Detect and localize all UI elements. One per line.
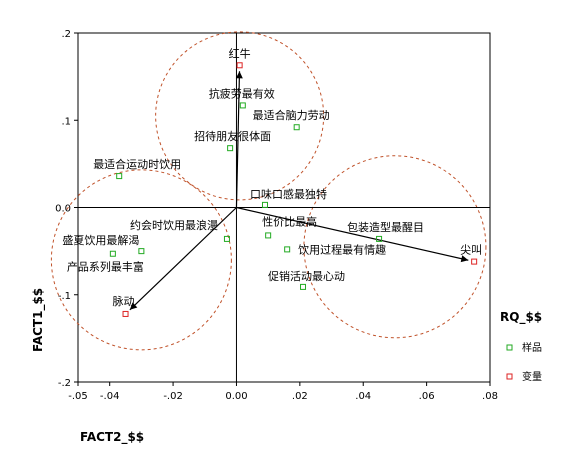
variable-point: [236, 62, 243, 69]
vector-arrowhead: [460, 255, 469, 263]
point-label: 脉动: [113, 294, 135, 308]
point-label: 红牛: [229, 46, 251, 60]
y-axis-label: FACT1_$$: [31, 288, 46, 352]
point-label: 产品系列最丰富: [67, 260, 144, 274]
y-tick-label: -.1: [58, 291, 71, 302]
sample-point: [239, 102, 246, 109]
point-labels: 抗疲劳最有效最适合脑力劳动招待朋友很体面最适合运动时饮用口味口感最独特约会时饮用…: [62, 46, 482, 308]
point-label: 约会时饮用最浪漫: [130, 218, 218, 232]
cluster-circles: [50, 31, 487, 351]
x-tick-label: -.02: [163, 391, 183, 402]
sample-point: [116, 173, 123, 180]
data-points: [109, 62, 478, 317]
legend-title: RQ_$$: [500, 310, 542, 325]
cluster-circle: [50, 169, 232, 351]
point-label: 盛夏饮用最解渴: [62, 233, 139, 247]
x-tick-label: .08: [482, 391, 498, 402]
point-label: 口味口感最独特: [250, 187, 327, 201]
reference-lines: [78, 33, 490, 382]
x-tick-label: -.04: [100, 391, 120, 402]
sample-point: [109, 250, 116, 257]
vector-line: [129, 207, 237, 311]
x-tick-label: .06: [419, 391, 435, 402]
x-tick-label: .02: [292, 391, 308, 402]
point-label: 促销活动最心动: [268, 269, 345, 283]
variable-point: [122, 310, 129, 317]
point-label: 尖叫: [460, 244, 482, 257]
vector-arrowhead: [129, 302, 138, 310]
sample-point: [284, 246, 291, 253]
y-tick-label: .1: [61, 116, 71, 127]
x-axis-label: FACT2_$$: [80, 430, 144, 445]
sample-point: [293, 124, 300, 131]
legend-label-samples: 样品: [522, 341, 542, 354]
variable-point: [471, 258, 478, 265]
point-label: 招待朋友很体面: [194, 129, 271, 143]
sample-point: [265, 232, 272, 239]
sample-point: [223, 235, 230, 242]
legend: RQ_$$ 样品 变量: [500, 310, 542, 383]
sample-point: [376, 235, 383, 242]
vector-arrowhead: [235, 71, 243, 79]
x-axis-ticks: -.05 -.04 -.02 0.00 .02 .04 .06 .08: [68, 382, 498, 402]
y-tick-label: 0.0: [55, 204, 71, 215]
vector-line: [236, 206, 469, 261]
vector-line: [235, 71, 241, 208]
sample-point: [227, 145, 234, 152]
point-label: 最适合运动时饮用: [93, 157, 181, 171]
legend-label-variables: 变量: [522, 370, 542, 383]
cluster-circle: [155, 31, 325, 201]
point-label: 最适合脑力劳动: [253, 108, 330, 122]
legend-marker-samples: [506, 344, 513, 351]
y-tick-label: -.2: [58, 378, 71, 389]
point-label: 饮用过程最有情趣: [298, 242, 386, 256]
sample-point: [261, 201, 268, 208]
sample-point: [300, 283, 307, 290]
point-label: 包装造型最醒目: [347, 220, 424, 234]
x-tick-label: .04: [355, 391, 371, 402]
sample-point: [138, 248, 145, 255]
legend-marker-variables: [506, 373, 513, 380]
x-tick-label: -.05: [68, 391, 88, 402]
y-axis-ticks: -.2 -.1 0.0 .1 .2: [55, 29, 78, 389]
cluster-circle: [303, 155, 487, 339]
x-tick-label: 0.00: [225, 391, 247, 402]
point-label: 抗疲劳最有效: [209, 86, 275, 100]
y-tick-label: .2: [61, 29, 71, 40]
point-label: 性价比最高: [262, 214, 317, 228]
vector-arrows: [129, 71, 469, 311]
